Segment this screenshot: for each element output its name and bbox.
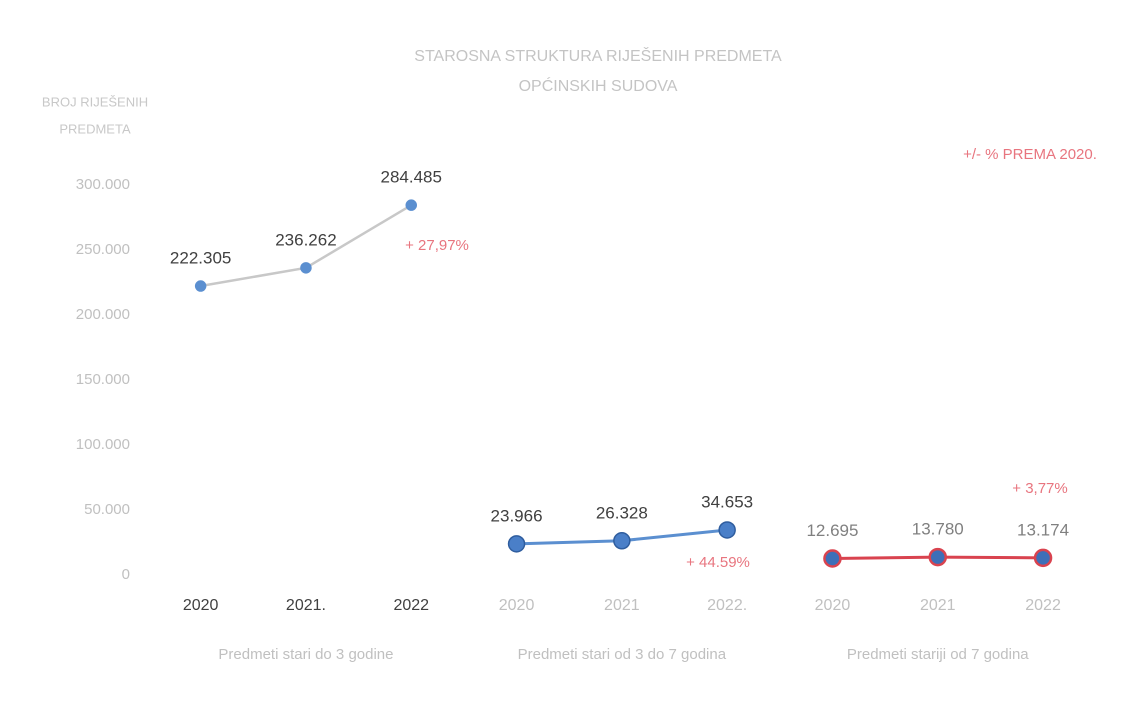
annotation: +/- % PREMA 2020. [963, 146, 1097, 163]
y-tick-label: 100.000 [76, 436, 130, 453]
marker [194, 280, 207, 292]
x-tick-label: 2022. [707, 597, 747, 614]
y-tick-label: 200.000 [76, 306, 130, 323]
annotation: + 27,97% [405, 237, 469, 254]
chart-title: OPĆINSKIH SUDOVA [519, 76, 678, 95]
y-axis-label: PREDMETA [59, 121, 131, 136]
group-label: Predmeti stari do 3 godine [218, 646, 393, 663]
y-tick-label: 150.000 [76, 371, 130, 388]
data-label: 26.328 [596, 503, 648, 522]
group-label: Predmeti stariji od 7 godina [847, 646, 1029, 663]
data-label: 236.262 [275, 230, 336, 249]
data-label: 34.653 [701, 492, 753, 511]
x-tick-label: 2021 [920, 597, 956, 614]
marker [507, 535, 526, 553]
group-label: Predmeti stari od 3 do 7 godina [518, 646, 727, 663]
x-tick-label: 2022 [393, 597, 429, 614]
x-tick-label: 2020 [183, 597, 219, 614]
marker [613, 532, 631, 550]
data-label: 12.695 [806, 521, 858, 540]
marker [300, 262, 312, 274]
marker [718, 521, 736, 539]
chart-title: STAROSNA STRUKTURA RIJEŠENIH PREDMETA [414, 46, 782, 65]
marker [928, 547, 947, 567]
data-label: 13.780 [912, 520, 964, 539]
data-label: 284.485 [381, 168, 442, 187]
marker [405, 199, 417, 211]
y-tick-label: 0 [122, 566, 130, 583]
annotation: + 3,77% [1012, 480, 1067, 497]
data-label: 222.305 [170, 248, 231, 267]
x-tick-label: 2021 [604, 597, 640, 614]
data-label: 13.174 [1017, 520, 1069, 539]
x-tick-label: 2020 [499, 597, 535, 614]
y-axis-label: BROJ RIJEŠENIH [42, 94, 148, 109]
marker [1033, 548, 1053, 568]
y-tick-label: 250.000 [76, 241, 130, 258]
y-tick-label: 300.000 [76, 176, 130, 193]
x-tick-label: 2021. [286, 597, 326, 614]
y-tick-label: 50.000 [84, 501, 130, 518]
x-tick-label: 2022 [1025, 597, 1061, 614]
data-label: 23.966 [491, 506, 543, 525]
marker [823, 549, 842, 568]
x-tick-label: 2020 [815, 597, 851, 614]
annotation: + 44.59% [686, 554, 750, 571]
